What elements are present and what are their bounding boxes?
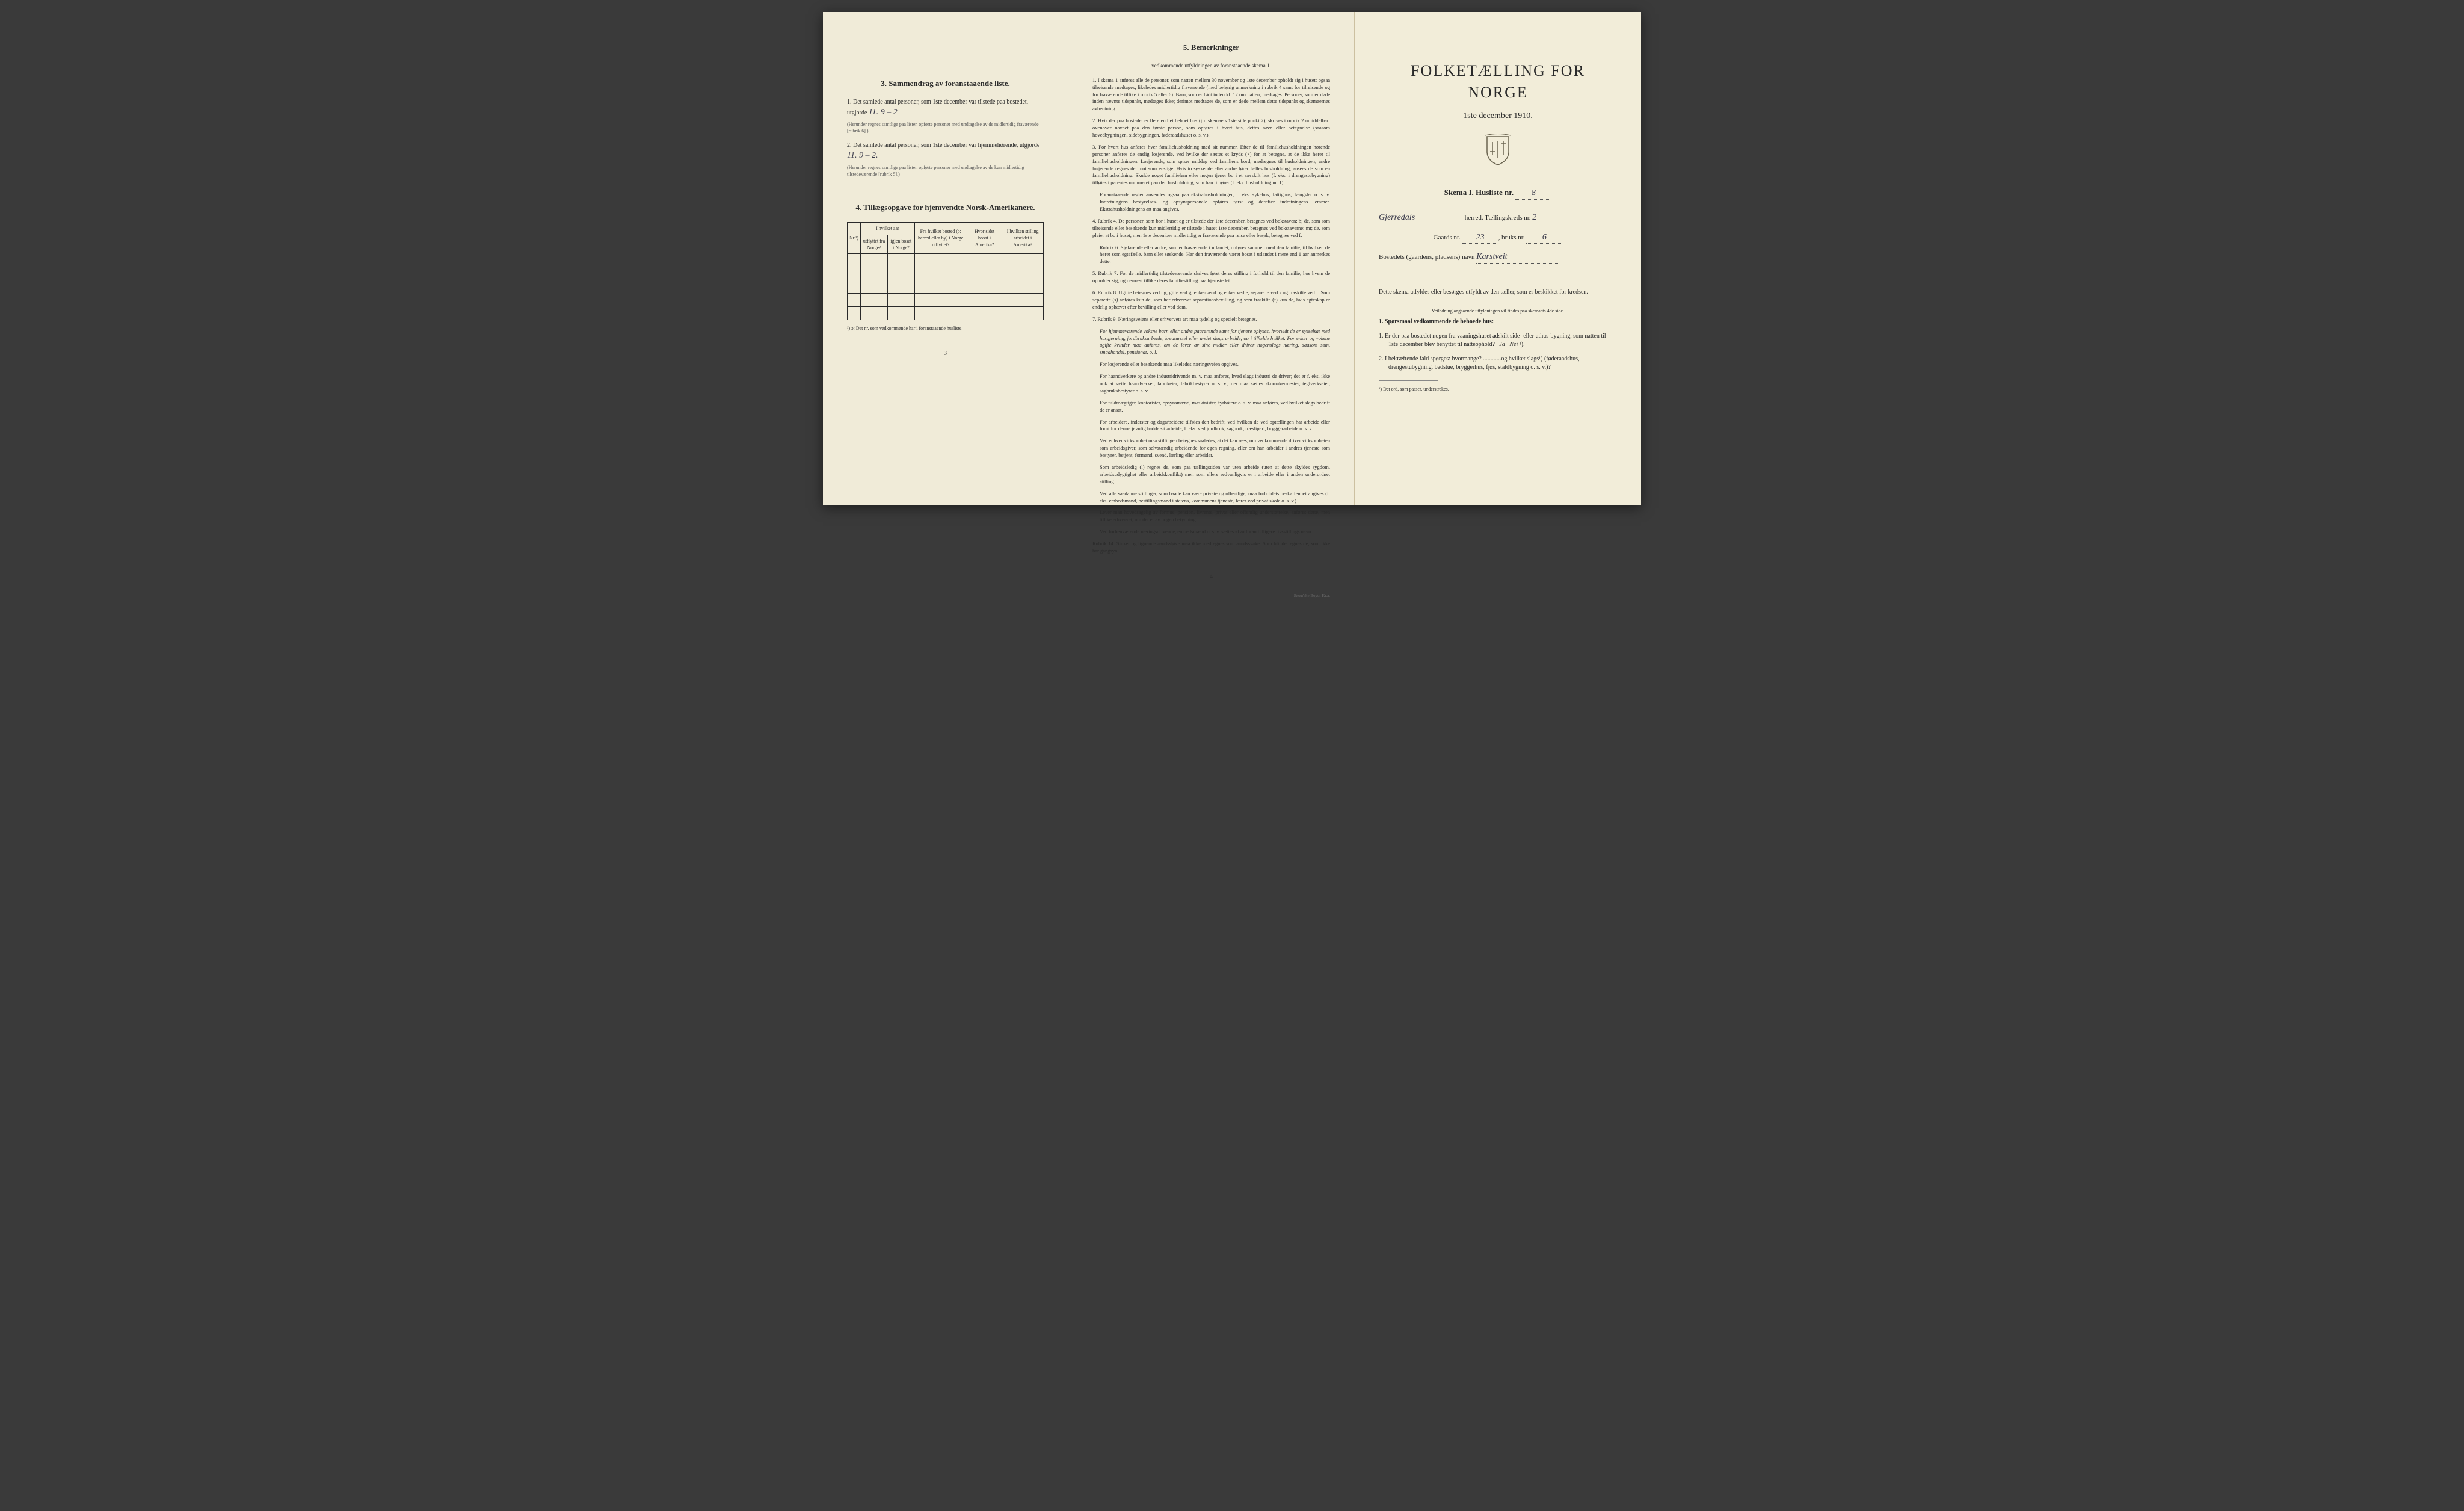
bruks-label: bruks nr. <box>1502 234 1525 241</box>
bosted-label: Bostedets (gaardens, pladsens) navn <box>1379 253 1474 261</box>
remark-7e: For fuldmægtiger, kontorister, opsynsmæn… <box>1092 400 1330 414</box>
remark-2: 2. Hvis der paa bostedet er flere end ét… <box>1092 117 1330 139</box>
bosted-name: Karstveit <box>1476 251 1560 264</box>
item1-note: (Herunder regnes samtlige paa listen opf… <box>847 121 1044 134</box>
remark-7f: For arbeidere, inderster og dagarbeidere… <box>1092 419 1330 433</box>
remark-7k: Ved forhenværende næringsdrivende, embed… <box>1092 528 1330 536</box>
herred-line: Gjerredals herred. Tællingskreds nr. 2 <box>1379 212 1617 224</box>
census-date: 1ste december 1910. <box>1379 110 1617 122</box>
remark-7: 7. Rubrik 9. Næringsveiens eller erhverv… <box>1092 316 1330 323</box>
questions-block: 1. Spørsmaal vedkommende de beboede hus:… <box>1379 318 1617 372</box>
question-1: 1. Er der paa bostedet nogen fra vaaning… <box>1388 332 1617 349</box>
item1-handwritten: 11. 9 – 2 <box>869 108 898 117</box>
section3-item1: 1. Det samlede antal personer, som 1ste … <box>847 98 1044 134</box>
col-igjen: igjen bosat i Norge? <box>887 235 914 253</box>
remarks-list: 1. I skema 1 anføres alle de personer, s… <box>1092 77 1330 555</box>
bosted-line: Bostedets (gaardens, pladsens) navn Kars… <box>1379 251 1617 264</box>
fill-instruction: Dette skema utfyldes eller besørges utfy… <box>1379 288 1617 297</box>
section5-sub: vedkommende utfyldningen av foranstaaend… <box>1092 62 1330 70</box>
q1-sup: ¹). <box>1520 341 1525 348</box>
col-group: I hvilket aar <box>861 223 915 235</box>
section5-title: 5. Bemerkninger <box>1092 42 1330 53</box>
page1-number: 3 <box>847 350 1044 358</box>
table-row <box>848 293 1044 306</box>
table-row <box>848 306 1044 320</box>
gaards-label: Gaards nr. <box>1434 234 1461 241</box>
col-amerika: Hvor sidst bosat i Amerika? <box>967 223 1002 254</box>
remark-7i: Ved alle saadanne stillinger, som baade … <box>1092 490 1330 505</box>
remark-1: 1. I skema 1 anføres alle de personer, s… <box>1092 77 1330 113</box>
page-left: 3. Sammendrag av foranstaaende liste. 1.… <box>823 12 1068 505</box>
item2-text: 2. Det samlede antal personer, som 1ste … <box>847 142 1040 149</box>
question-2: 2. I bekræftende fald spørges: hvormange… <box>1388 355 1617 372</box>
section4-title: 4. Tillægsopgave for hjemvendte Norsk-Am… <box>847 202 1044 213</box>
q1-ja: Ja <box>1499 341 1505 348</box>
remark-7c: For losjerende eller besøkende maa likel… <box>1092 361 1330 368</box>
kreds-nr: 2 <box>1532 212 1568 224</box>
remark-7h: Som arbeidsledig (l) regnes de, som paa … <box>1092 464 1330 486</box>
table-row <box>848 280 1044 293</box>
item2-note: (Herunder regnes samtlige paa listen opf… <box>847 164 1044 178</box>
remark-7b: For hjemmeværende voksne barn eller andr… <box>1092 328 1330 357</box>
table-row <box>848 267 1044 280</box>
section3-title: 3. Sammendrag av foranstaaende liste. <box>847 78 1044 89</box>
section3-item2: 2. Det samlede antal personer, som 1ste … <box>847 141 1044 178</box>
remark-6: 6. Rubrik 8. Ugifte betegnes ved ug, gif… <box>1092 289 1330 311</box>
gaards-nr: 23 <box>1462 232 1498 244</box>
section4-footnote: ¹) ɔ: Det nr. som vedkommende har i fora… <box>847 325 1044 332</box>
page2-number: 4 <box>1092 573 1330 581</box>
footnote-rule <box>1379 380 1438 381</box>
remark-3b: Foranstaaende regler anvendes ogsaa paa … <box>1092 191 1330 213</box>
husliste-nr: 8 <box>1515 187 1551 200</box>
skema-line: Skema I. Husliste nr. 8 <box>1379 187 1617 200</box>
main-title: FOLKETÆLLING FOR NORGE <box>1379 60 1617 104</box>
col-bosted: Fra hvilket bosted (ɔ: herred eller by) … <box>914 223 967 254</box>
page-right: FOLKETÆLLING FOR NORGE 1ste december 191… <box>1355 12 1641 505</box>
remark-7j: Lever man hovedsagelig av formue, pensio… <box>1092 509 1330 524</box>
page-middle: 5. Bemerkninger vedkommende utfyldningen… <box>1068 12 1355 505</box>
col-stilling: I hvilken stilling arbeidet i Amerika? <box>1002 223 1044 254</box>
remark-3: 3. For hvert hus anføres hver familiehus… <box>1092 144 1330 187</box>
col-utflyttet: utflyttet fra Norge? <box>861 235 888 253</box>
gaards-line: Gaards nr. 23, bruks nr. 6 <box>1379 232 1617 244</box>
remark-14: Rubrik 14. Sinker og lignende aandssløve… <box>1092 540 1330 555</box>
section4-table: Nr.¹) I hvilket aar Fra hvilket bosted (… <box>847 222 1044 320</box>
remark-4b: Rubrik 6. Sjøfarende eller andre, som er… <box>1092 244 1330 266</box>
skema-label: Skema I. Husliste nr. <box>1444 188 1514 197</box>
bruks-nr: 6 <box>1526 232 1562 244</box>
q1-nei: Nei <box>1509 341 1518 348</box>
item2-handwritten: 11. 9 – 2. <box>847 151 878 160</box>
col-nr: Nr.¹) <box>848 223 861 254</box>
questions-header: 1. Spørsmaal vedkommende de beboede hus: <box>1379 318 1617 326</box>
q1-text: 1. Er der paa bostedet nogen fra vaaning… <box>1379 333 1606 348</box>
guidance-note: Veiledning angaaende utfyldningen vil fi… <box>1379 307 1617 314</box>
herred-name: Gjerredals <box>1379 212 1463 224</box>
remark-4: 4. Rubrik 4. De personer, som bor i huse… <box>1092 218 1330 239</box>
remark-7g: Ved enhver virksomhet maa stillingen bet… <box>1092 437 1330 459</box>
table-row <box>848 253 1044 267</box>
printer-mark: Steen'ske Bogtr. Kr.a. <box>1092 593 1330 599</box>
document-spread: 3. Sammendrag av foranstaaende liste. 1.… <box>823 12 1641 505</box>
herred-label: herred. Tællingskreds nr. <box>1465 214 1531 221</box>
remark-5: 5. Rubrik 7. For de midlertidig tilstede… <box>1092 270 1330 285</box>
coat-of-arms-icon <box>1379 134 1617 175</box>
remark-7d: For haandverkere og andre industridriven… <box>1092 373 1330 395</box>
page3-footnote: ¹) Det ord, som passer, understrekes. <box>1379 386 1617 392</box>
